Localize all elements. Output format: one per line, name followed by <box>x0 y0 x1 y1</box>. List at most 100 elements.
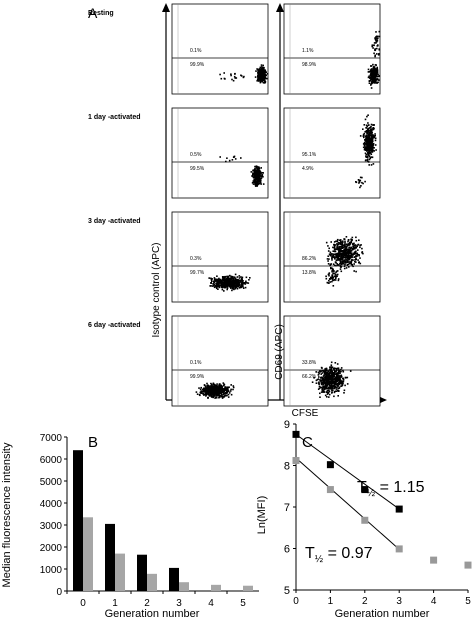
bar-black <box>169 567 179 591</box>
y-tick-label: 6 <box>284 544 290 556</box>
event-cloud <box>219 155 265 187</box>
panel-c-scatter-chart: C Ln(MFI) Generation number 56789012345 … <box>256 419 472 620</box>
panel-a-label: A <box>88 5 98 21</box>
y-tick-label: 1000 <box>40 565 63 576</box>
upper-quadrant-percent: 1.1% <box>302 48 314 54</box>
upper-quadrant-percent: 0.1% <box>190 360 202 366</box>
left-y-axis-label: Isotype control (APC) <box>151 242 162 337</box>
y-tick-label: 5000 <box>40 477 63 488</box>
event-cloud <box>311 361 352 398</box>
panel-b-xlabel: Generation number <box>105 608 200 620</box>
upper-quadrant-percent: 0.1% <box>190 48 202 54</box>
lower-quadrant-percent: 99.5% <box>190 166 205 172</box>
event-cloud <box>195 382 235 399</box>
event-cloud <box>325 236 364 287</box>
x-tick-label: 3 <box>396 596 402 607</box>
x-tick-label: 2 <box>144 598 150 609</box>
event-cloud <box>219 64 269 84</box>
panel-a-flow-cytometry: A Isotype control (APC) CD69 (APC) CFSE … <box>88 3 387 419</box>
trend-line <box>295 433 400 510</box>
point-gray <box>361 516 369 524</box>
bar-gray <box>147 573 157 591</box>
panel-c-xlabel: Generation number <box>335 608 430 620</box>
cd69-dot-plot: 95.1% 4.9% <box>283 107 381 199</box>
plot-row: 3 day -activated 0.3% 99.7% 86.2% 13.8% <box>88 211 381 303</box>
plot-frame <box>283 107 381 199</box>
cd69-dot-plot: 33.8% 66.2% <box>283 315 381 407</box>
plot-frame <box>171 3 269 95</box>
point-black <box>361 486 369 494</box>
bar-gray <box>243 585 253 591</box>
panel-b-bar-chart: B Median fluorescence intensity Generati… <box>1 433 259 620</box>
upper-quadrant-percent: 0.5% <box>190 152 202 158</box>
trend-line <box>295 457 400 550</box>
event-cloud <box>208 273 251 292</box>
right-y-axis-arrow <box>276 3 284 12</box>
y-tick-label: 9 <box>284 419 290 431</box>
point-black <box>292 430 300 438</box>
x-tick-label: 5 <box>465 596 471 607</box>
panel-b-label: B <box>88 434 98 451</box>
bar-gray <box>211 584 221 591</box>
y-tick-label: 7000 <box>40 433 63 444</box>
x-tick-label: 0 <box>80 598 86 609</box>
half-life-annotation-gray: T½ = 0.97 <box>305 545 373 565</box>
point-gray <box>395 545 403 553</box>
x-tick-label: 3 <box>176 598 182 609</box>
x-tick-label: 5 <box>240 598 246 609</box>
point-black <box>326 461 334 469</box>
x-axis-label: CFSE <box>292 408 319 419</box>
panel-b-ylabel: Median fluorescence intensity <box>1 442 13 587</box>
point-gray <box>464 561 472 569</box>
bar-black <box>137 554 147 591</box>
upper-quadrant-percent: 0.3% <box>190 256 202 262</box>
lower-quadrant-percent: 99.9% <box>190 62 205 68</box>
x-tick-label: 4 <box>208 598 214 609</box>
lower-quadrant-percent: 13.8% <box>302 270 317 276</box>
y-tick-label: 4000 <box>40 499 63 510</box>
row-label: 3 day -activated <box>88 218 141 225</box>
plot-row: 1 day -activated 0.5% 99.5% 95.1% 4.9% <box>88 107 381 199</box>
row-label: Resting <box>88 10 114 17</box>
cd69-dot-plot: 86.2% 13.8% <box>283 211 381 303</box>
event-cloud <box>355 114 377 189</box>
isotype-dot-plot: 0.1% 99.9% <box>171 315 269 407</box>
half-life-annotation-black: T½ = 1.15 <box>357 479 425 499</box>
row-label: 6 day -activated <box>88 322 141 329</box>
upper-quadrant-percent: 33.8% <box>302 360 317 366</box>
bar-gray <box>179 582 189 591</box>
y-tick-label: 6000 <box>40 455 63 466</box>
right-y-axis-label: CD69 (APC) <box>274 324 285 380</box>
point-gray <box>430 556 438 564</box>
left-y-axis-arrow <box>162 3 170 12</box>
bar-black <box>105 523 115 591</box>
y-tick-label: 3000 <box>40 521 63 532</box>
point-gray <box>326 486 334 494</box>
x-tick-label: 2 <box>362 596 368 607</box>
x-tick-label: 1 <box>328 596 334 607</box>
x-tick-label: 1 <box>112 598 118 609</box>
bar-gray <box>83 517 93 591</box>
upper-quadrant-percent: 95.1% <box>302 152 317 158</box>
bar-gray <box>115 553 125 591</box>
x-tick-label: 0 <box>293 596 299 607</box>
isotype-dot-plot: 0.3% 99.7% <box>171 211 269 303</box>
lower-quadrant-percent: 99.9% <box>190 374 205 380</box>
point-gray <box>292 457 300 465</box>
bar-black <box>73 450 83 591</box>
event-cloud <box>367 30 381 89</box>
cd69-dot-plot: 1.1% 98.9% <box>283 3 381 95</box>
lower-quadrant-percent: 99.7% <box>190 270 205 276</box>
upper-quadrant-percent: 86.2% <box>302 256 317 262</box>
lower-quadrant-percent: 4.9% <box>302 166 314 172</box>
y-tick-label: 5 <box>284 585 290 597</box>
plot-frame <box>171 211 269 303</box>
row-label: 1 day -activated <box>88 114 141 121</box>
point-black <box>395 505 403 513</box>
panel-c-ylabel: Ln(MFI) <box>256 496 268 535</box>
y-tick-label: 7 <box>284 502 290 514</box>
y-tick-label: 8 <box>284 461 290 473</box>
plot-frame <box>283 3 381 95</box>
lower-quadrant-percent: 66.2% <box>302 374 317 380</box>
